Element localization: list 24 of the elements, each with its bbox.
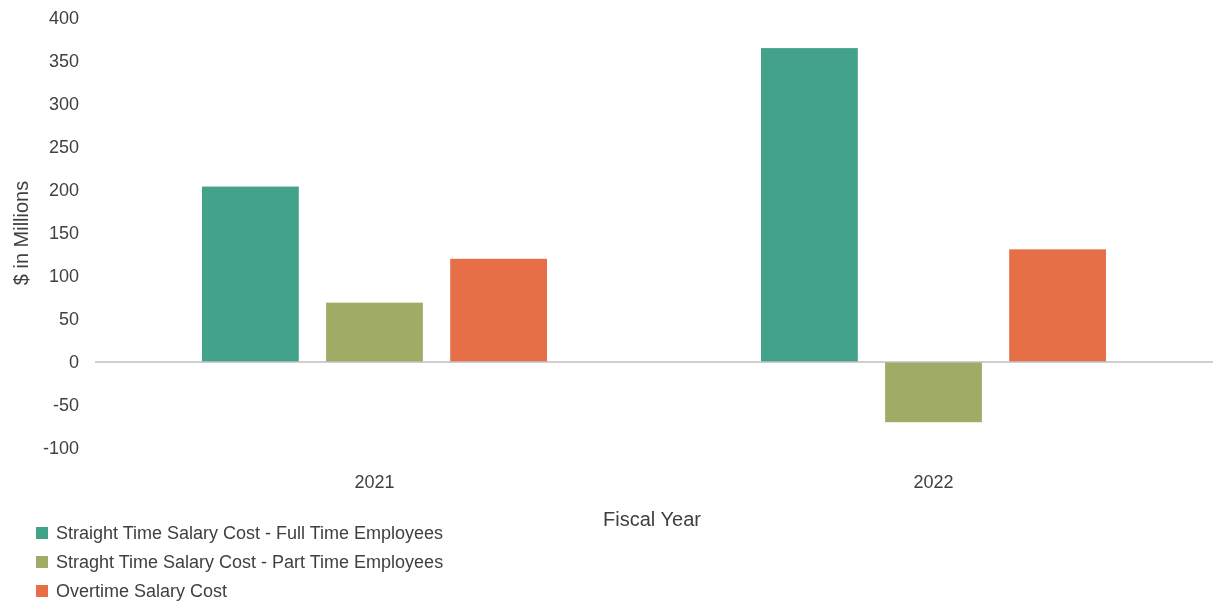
y-tick-label: -50 [52,395,79,416]
y-axis-title: $ in Millions [10,180,32,286]
bar [761,48,858,362]
y-tick-label: 0 [68,352,79,373]
bar [202,186,299,362]
y-tick-label: 150 [48,223,79,244]
y-tick-label: 300 [48,94,79,115]
bar [326,302,423,362]
y-tick-label: 400 [48,8,79,29]
bar [450,258,547,362]
x-axis-title: Fiscal Year [603,508,702,530]
y-tick-label: 250 [48,137,79,158]
legend-label: Straght Time Salary Cost - Part Time Employees [56,552,444,573]
y-tick-label: 100 [48,266,79,287]
legend-label: Straight Time Salary Cost - Full Time Employees [56,523,444,544]
bar [1009,249,1106,362]
bar [885,362,982,423]
y-tick-label: 350 [48,51,79,72]
y-tick-label: -100 [42,438,79,459]
y-tick-label: 200 [48,180,79,201]
x-tick-label: 2022 [913,472,954,492]
x-tick-label: 2021 [354,472,395,492]
y-tick-label: 50 [58,309,79,330]
legend-label: Overtime Salary Cost [56,581,228,602]
